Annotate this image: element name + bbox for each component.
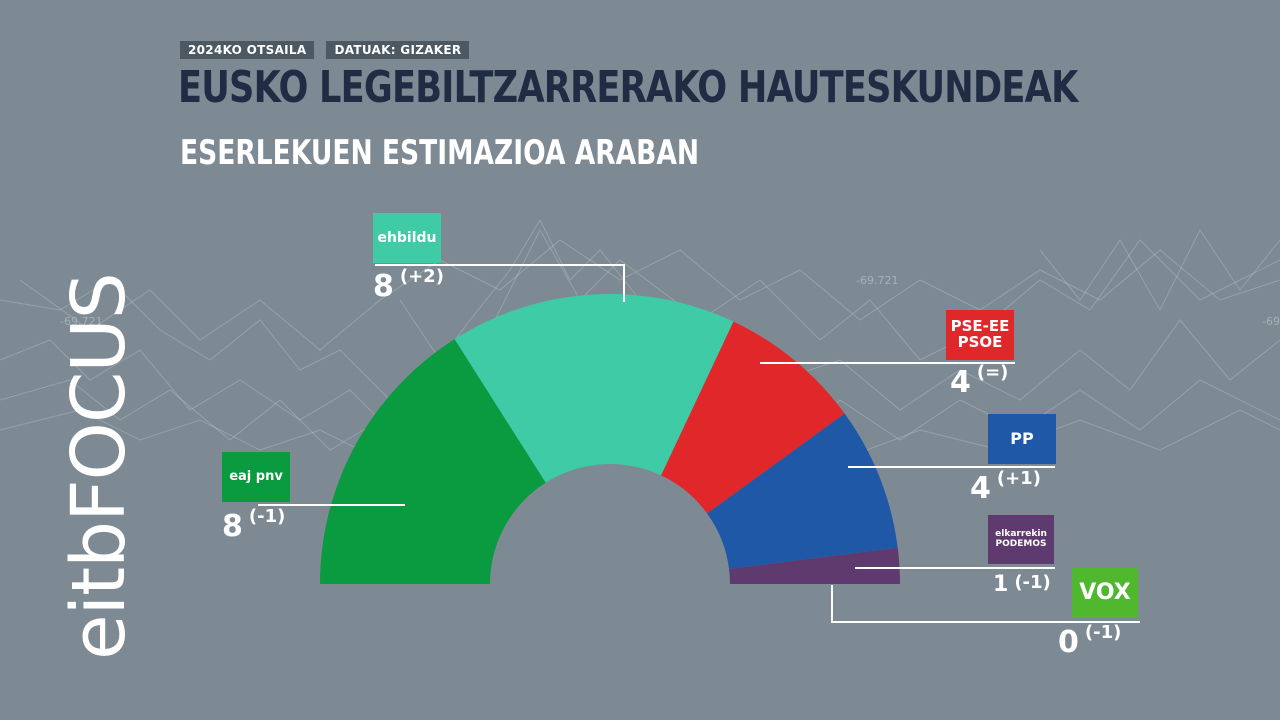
seat-wedge-pp	[707, 413, 898, 569]
seat-change: (-1)	[1084, 622, 1122, 643]
seat-wedge-elkarrekin-podemos	[729, 547, 900, 584]
seat-change: (+1)	[996, 468, 1041, 489]
leader-line	[375, 264, 625, 302]
party-logo-eaj-pnv: eaj pnv	[222, 452, 290, 502]
seat-change: (+2)	[399, 266, 444, 287]
seat-label-pse-ee-psoe: 4 (=)	[950, 364, 1008, 400]
seat-wedge-ehbildu	[454, 294, 734, 483]
seat-wedge-pse-ee-psoe	[661, 321, 845, 514]
bg-value-label: -69.721	[60, 315, 102, 328]
seat-change: (-1)	[248, 506, 286, 527]
party-logo-pp: PP	[988, 414, 1056, 464]
seat-wedge-eaj-pnv	[320, 339, 546, 584]
seat-count: 8	[373, 269, 394, 304]
seat-label-pp: 4 (+1)	[970, 470, 1041, 506]
seat-label-elkarrekin-podemos: 1 (-1)	[993, 574, 1051, 596]
party-logo-elkarrekin-podemos: elkarrekin PODEMOS	[988, 515, 1054, 564]
party-logo-pse-ee-psoe: PSE-EE PSOE	[946, 310, 1014, 360]
seat-change: (-1)	[1014, 572, 1051, 593]
seat-label-vox: 0 (-1)	[1058, 624, 1121, 660]
seat-count: 0	[1058, 625, 1079, 660]
page-subtitle: ESERLEKUEN ESTIMAZIOA ARABAN	[180, 133, 700, 173]
seat-count: 8	[222, 509, 243, 544]
seat-count: 1	[993, 572, 1009, 597]
party-logo-vox: VOX	[1072, 568, 1138, 618]
page-title: EUSKO LEGEBILTZARRERAKO HAUTESKUNDEAK	[178, 62, 1078, 113]
seat-count: 4	[950, 365, 971, 400]
bg-value-label: -69.721	[856, 274, 898, 287]
source-tag: DATUAK: GIZAKER	[326, 41, 470, 59]
seat-change: (=)	[976, 362, 1009, 383]
bg-value-label: -69	[1262, 315, 1280, 328]
leader-line	[831, 585, 1140, 623]
party-logo-ehbildu: ehbildu	[373, 213, 441, 263]
seat-label-eaj-pnv: 8 (-1)	[222, 508, 285, 544]
seat-label-ehbildu: 8 (+2)	[373, 268, 444, 304]
header-tags: 2024KO OTSAILA DATUAK: GIZAKER	[180, 41, 470, 59]
seat-count: 4	[970, 471, 991, 506]
date-tag: 2024KO OTSAILA	[180, 41, 315, 59]
